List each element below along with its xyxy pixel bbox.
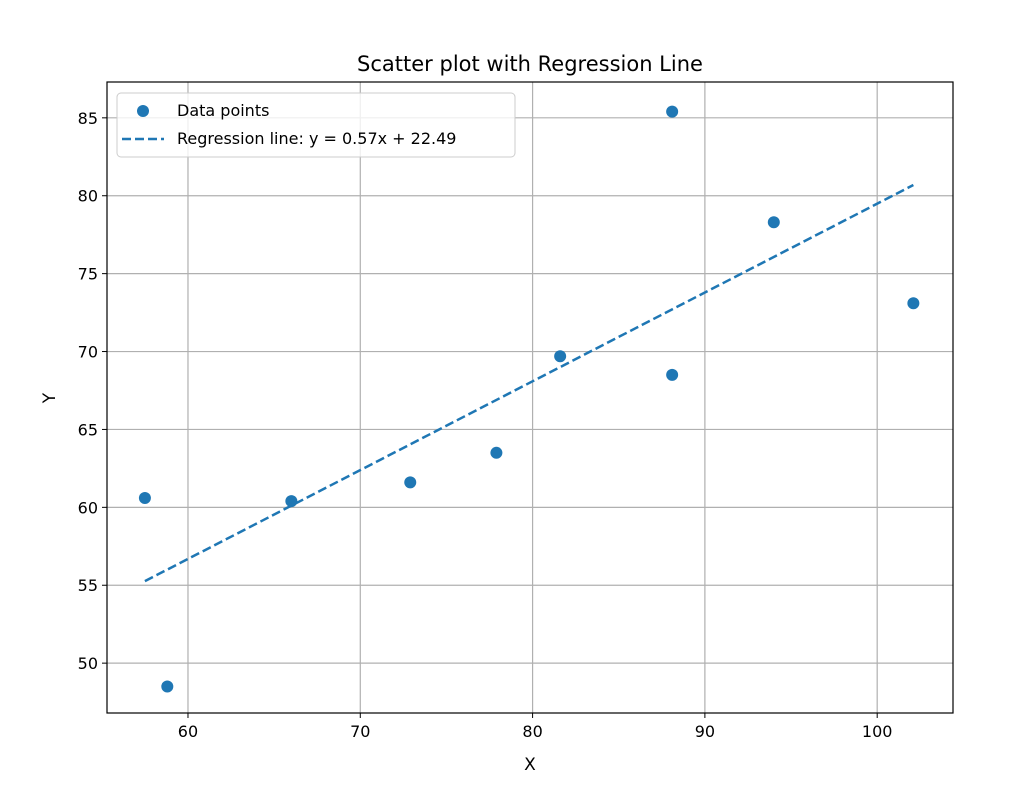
data-point — [161, 680, 174, 693]
legend-box — [116, 92, 516, 158]
x-tick-label: 70 — [350, 722, 370, 741]
data-point — [767, 216, 780, 229]
data-point — [490, 446, 503, 459]
y-tick-label: 80 — [78, 187, 98, 206]
legend-label-data-points: Data points — [177, 101, 269, 120]
data-point — [666, 368, 679, 381]
data-points-layer — [138, 105, 920, 693]
data-point — [554, 350, 567, 363]
regression-line — [144, 183, 914, 583]
legend: Data points Regression line: y = 0.57x +… — [116, 92, 516, 158]
y-tick-label: 50 — [78, 654, 98, 673]
grid — [107, 82, 953, 713]
y-axis-ticks: 50 55 60 65 70 75 80 85 — [78, 109, 107, 673]
y-tick-label: 60 — [78, 498, 98, 517]
y-tick-label: 70 — [78, 343, 98, 362]
x-tick-label: 60 — [178, 722, 198, 741]
y-axis-label: Y — [40, 392, 60, 404]
data-point — [907, 297, 920, 310]
chart-title: Scatter plot with Regression Line — [357, 52, 703, 76]
y-tick-label: 85 — [78, 109, 98, 128]
legend-marker-data-points — [137, 105, 149, 117]
plot-frame — [106, 81, 954, 714]
data-point — [285, 495, 298, 508]
data-point — [404, 476, 417, 489]
legend-label-regression-line: Regression line: y = 0.57x + 22.49 — [177, 129, 456, 148]
x-tick-label: 80 — [522, 722, 542, 741]
y-tick-label: 65 — [78, 420, 98, 439]
x-axis-label: X — [524, 755, 536, 775]
data-point — [666, 105, 679, 118]
data-point — [138, 491, 151, 504]
y-tick-label: 55 — [78, 576, 98, 595]
regression-layer — [144, 183, 914, 583]
x-tick-label: 100 — [862, 722, 893, 741]
x-axis-ticks: 60 70 80 90 100 — [178, 713, 893, 741]
y-tick-label: 75 — [78, 265, 98, 284]
x-tick-label: 90 — [695, 722, 715, 741]
